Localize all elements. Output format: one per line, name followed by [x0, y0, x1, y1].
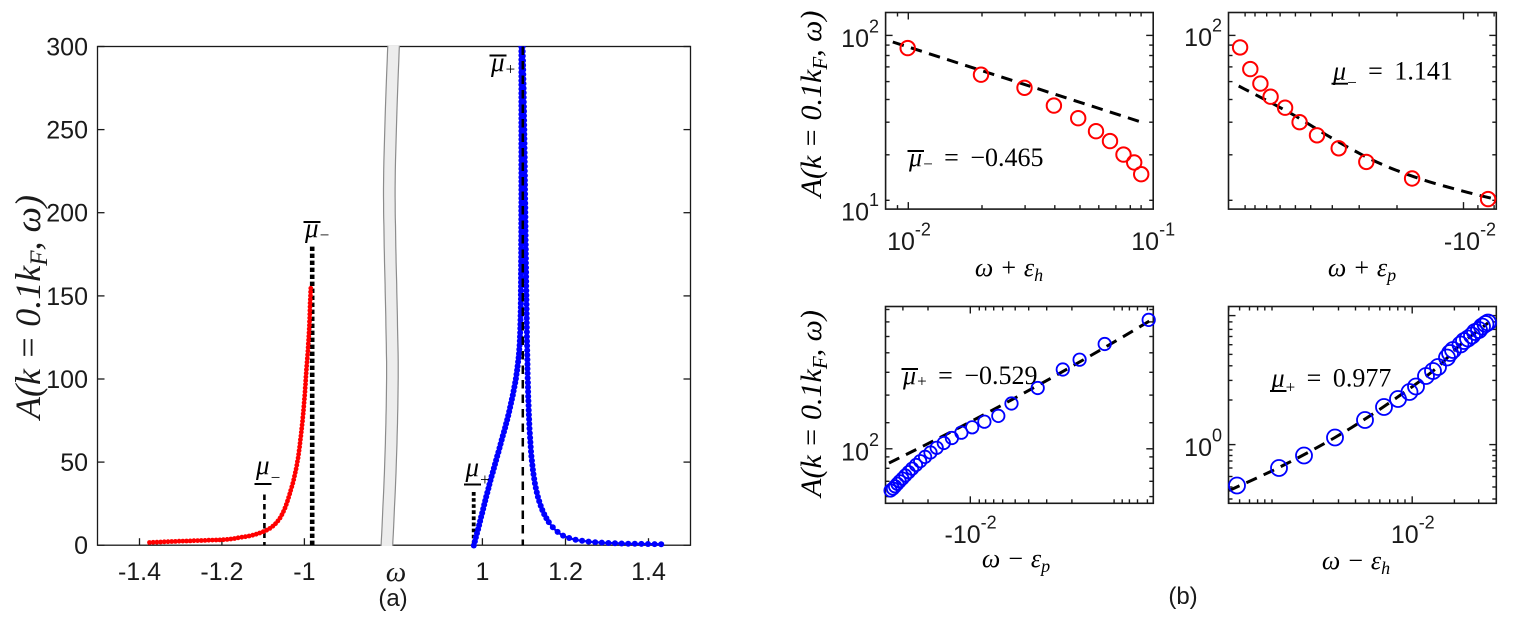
svg-text:-1: -1: [293, 558, 315, 586]
svg-text:ω + εh: ω + εh: [975, 253, 1043, 285]
svg-text:ω: ω: [386, 556, 406, 588]
svg-text:-1.2: -1.2: [200, 558, 243, 586]
svg-text:100: 100: [46, 366, 88, 394]
svg-text:A(k = 0.1kF, ω): A(k = 0.1kF, ω): [8, 195, 53, 421]
svg-text:ω − εh: ω − εh: [1322, 546, 1390, 578]
svg-text:(b): (b): [1168, 583, 1197, 610]
svg-text:-1.4: -1.4: [118, 558, 161, 586]
svg-text:A(k = 0.1kF, ω): A(k = 0.1kF, ω): [795, 310, 832, 499]
svg-text:1.4: 1.4: [631, 558, 666, 586]
svg-text:μ+ = 0.977: μ+ = 0.977: [1271, 364, 1392, 397]
svg-text:150: 150: [46, 283, 88, 311]
svg-text:250: 250: [46, 117, 88, 145]
svg-text:50: 50: [60, 449, 88, 477]
svg-text:1.2: 1.2: [548, 558, 583, 586]
svg-text:300: 300: [46, 34, 88, 62]
svg-text:μ− = 1.141: μ− = 1.141: [1332, 57, 1453, 93]
svg-text:A(k = 0.1kF, ω): A(k = 0.1kF, ω): [795, 11, 832, 200]
svg-text:0: 0: [74, 532, 88, 560]
svg-text:200: 200: [46, 200, 88, 228]
svg-text:1: 1: [475, 558, 489, 586]
svg-text:(a): (a): [378, 585, 407, 612]
svg-text:ω + εp: ω + εp: [1328, 253, 1396, 285]
svg-text:ω − εp: ω − εp: [982, 544, 1050, 576]
